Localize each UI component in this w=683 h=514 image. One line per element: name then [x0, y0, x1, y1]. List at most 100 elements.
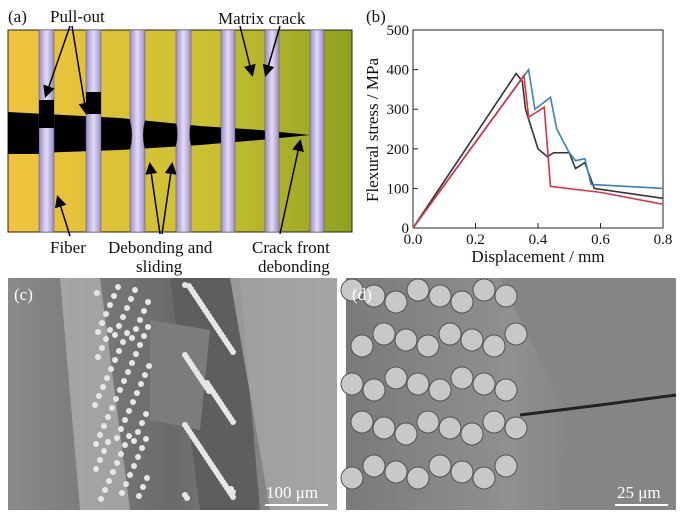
fiber-end: [394, 328, 418, 352]
fiber-end: [134, 390, 140, 396]
fiber-end: [100, 384, 106, 390]
plot-frame: [412, 29, 664, 229]
series-line: [412, 73, 664, 229]
fiber-end: [97, 432, 103, 438]
fiber-end: [428, 378, 452, 402]
fiber-end: [139, 445, 145, 451]
x-tick-label: 0.2: [466, 232, 485, 248]
fiber-end: [340, 372, 364, 396]
fiber-end: [362, 378, 386, 402]
fiber-end: [182, 422, 188, 428]
fiber-end: [101, 423, 107, 429]
fiber-end: [95, 354, 101, 360]
fiber-end: [450, 460, 474, 484]
scale-label: 100 μm: [266, 483, 318, 502]
fiber-end: [117, 387, 123, 393]
fiber-end: [136, 493, 142, 499]
fiber-end: [504, 322, 528, 346]
fiber-end: [120, 339, 126, 345]
fiber-end: [428, 454, 452, 478]
schematic: (a) Pull-out Matrix crack Fiber Debondin…: [7, 7, 353, 276]
annotation: Pull-out: [50, 7, 105, 26]
fiber-end: [340, 278, 364, 302]
fiber-end: [126, 408, 132, 414]
crack: [8, 112, 310, 154]
fiber-end: [122, 417, 128, 423]
arrows: [43, 25, 304, 237]
annotation: sliding: [136, 257, 183, 276]
fiber-end: [116, 323, 122, 329]
fiber-end: [340, 466, 364, 490]
chart: (b) Displacement / mm Flexural stress / …: [363, 7, 672, 266]
fiber-end: [129, 360, 135, 366]
y-tick-label: 400: [387, 63, 410, 79]
fiber-end: [114, 435, 120, 441]
fiber-end: [416, 334, 440, 358]
fiber-end: [362, 284, 386, 308]
fiber-end: [93, 441, 99, 447]
fiber-end: [141, 333, 147, 339]
fiber-end: [118, 426, 124, 432]
fiber-end: [494, 454, 518, 478]
scale-label: 25 μm: [617, 483, 661, 502]
fiber-end: [384, 366, 408, 390]
fiber-end: [107, 327, 113, 333]
fiber-end: [121, 378, 127, 384]
fiber-end: [394, 422, 418, 446]
sem-image-d: (d) 25 μm: [340, 278, 677, 510]
fiber-end: [450, 366, 474, 390]
fiber-end: [137, 317, 143, 323]
fiber-end: [119, 490, 125, 496]
fiber-end: [129, 335, 135, 341]
series-line: [412, 67, 664, 229]
fiber-end: [95, 329, 101, 335]
fiber-end: [124, 305, 130, 311]
fiber-end: [494, 284, 518, 308]
fiber-end: [103, 336, 109, 342]
fiber-end: [145, 299, 151, 305]
fiber-end: [138, 381, 144, 387]
fiber-end: [133, 326, 139, 332]
fiber-end: [105, 439, 111, 445]
fiber-end: [384, 460, 408, 484]
panel-label: (b): [366, 7, 386, 26]
y-tick-label: 100: [387, 181, 410, 197]
fiber-end: [362, 454, 386, 478]
fiber-end: [97, 457, 103, 463]
y-tick-label: 200: [387, 142, 410, 158]
fiber-end: [125, 369, 131, 375]
fiber-end: [384, 290, 408, 314]
fiber-end: [128, 296, 134, 302]
fiber-end: [186, 283, 192, 289]
fiber-end: [145, 324, 151, 330]
fiber-end: [107, 302, 113, 308]
fiber-end: [108, 366, 114, 372]
fiber-end: [96, 393, 102, 399]
y-tick-label: 0: [402, 221, 410, 237]
fiber-end: [130, 399, 136, 405]
fiber-end: [146, 363, 152, 369]
fiber-end: [141, 308, 147, 314]
fiber-end: [228, 486, 234, 492]
y-tick-label: 500: [387, 23, 410, 39]
panel-label: (d): [352, 285, 372, 304]
fiber-end: [144, 475, 150, 481]
fiber-end: [110, 469, 116, 475]
fiber-end: [139, 420, 145, 426]
fiber-end: [122, 442, 128, 448]
fiber-end: [123, 481, 129, 487]
x-tick-label: 0.4: [529, 232, 548, 248]
fiber-end: [143, 411, 149, 417]
fiber-end: [450, 290, 474, 314]
panel-label: (a): [8, 7, 27, 26]
fiber-end: [350, 410, 374, 434]
fiber-end: [133, 351, 139, 357]
fibers: [38, 29, 325, 233]
fiber-end: [116, 348, 122, 354]
fiber-end: [406, 466, 430, 490]
fiber-end: [472, 466, 496, 490]
fiber-end: [460, 422, 484, 446]
x-tick-label: 0.0: [404, 232, 423, 248]
fiber-end: [350, 334, 374, 358]
fiber-end: [131, 438, 137, 444]
